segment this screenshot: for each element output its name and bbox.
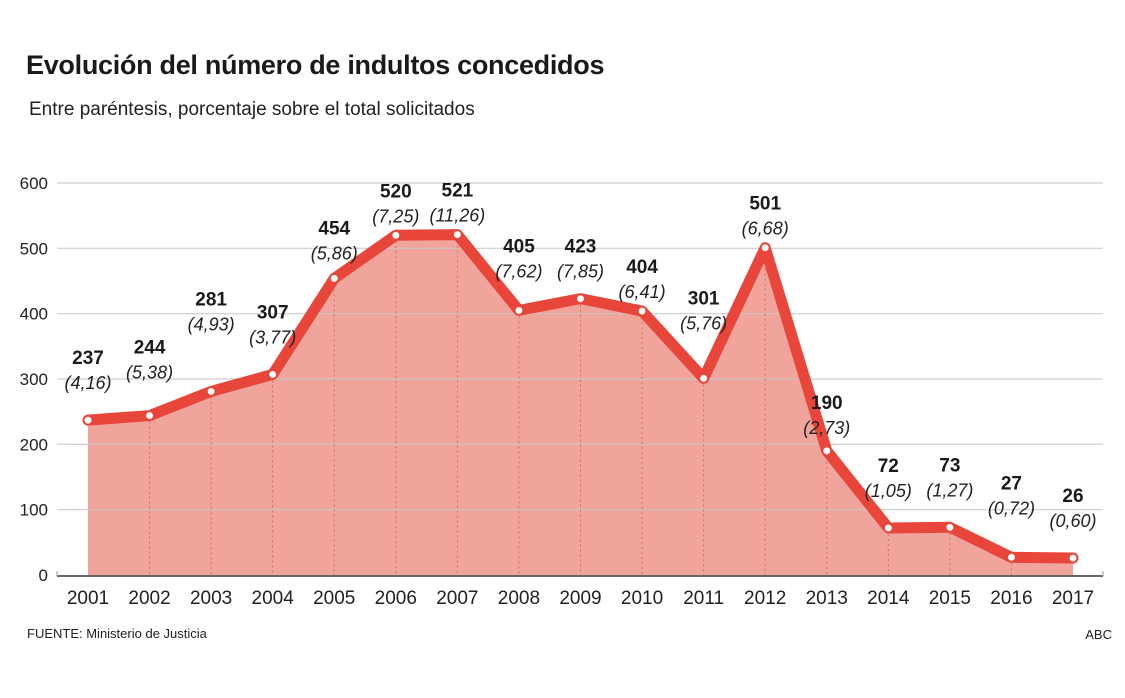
data-label-percent: (5,86) — [311, 243, 358, 263]
data-point — [637, 306, 648, 317]
data-label-percent: (3,77) — [249, 327, 296, 347]
data-label-value: 423 — [565, 237, 597, 258]
data-label-value: 281 — [195, 289, 227, 310]
x-tick-label: 2008 — [498, 588, 540, 609]
data-point — [760, 242, 771, 253]
data-label-percent: (4,16) — [64, 373, 111, 393]
x-tick-label: 2015 — [929, 588, 971, 609]
data-label-value: 190 — [811, 393, 843, 414]
data-label-value: 521 — [442, 181, 474, 202]
y-tick-label: 100 — [20, 501, 48, 520]
data-point — [883, 523, 894, 533]
data-label-value: 244 — [134, 338, 166, 359]
data-point — [206, 386, 217, 397]
x-tick-label: 2009 — [559, 588, 601, 609]
data-point — [390, 230, 401, 241]
data-label-percent: (6,68) — [742, 219, 789, 239]
data-label-percent: (2,73) — [803, 418, 850, 438]
y-tick-label: 600 — [20, 174, 48, 193]
data-label-value: 27 — [1001, 473, 1022, 494]
data-point — [1068, 553, 1078, 563]
x-tick-label: 2002 — [128, 588, 170, 609]
x-tick-label: 2011 — [683, 588, 724, 609]
data-label-percent: (1,05) — [865, 481, 912, 501]
source-note: FUENTE: Ministerio de Justicia — [27, 626, 207, 641]
data-point — [821, 445, 832, 456]
data-label-percent: (0,72) — [988, 498, 1035, 518]
data-label-value: 501 — [749, 194, 781, 215]
x-tick-label: 2001 — [67, 588, 109, 609]
axis-layer — [56, 571, 1104, 577]
data-label-percent: (5,38) — [126, 363, 173, 383]
x-tick-label: 2012 — [744, 588, 786, 609]
x-tick-label: 2013 — [806, 588, 848, 609]
credit-label: ABC — [1085, 627, 1112, 642]
data-label-value: 454 — [318, 218, 350, 239]
y-tick-label: 200 — [20, 435, 48, 454]
y-tick-label: 400 — [20, 305, 48, 324]
data-point — [452, 229, 463, 240]
data-point — [944, 522, 955, 533]
data-label-value: 237 — [72, 348, 104, 369]
x-tick-label: 2005 — [313, 588, 355, 609]
data-label-value: 307 — [257, 302, 289, 323]
x-tick-label: 2014 — [867, 588, 910, 609]
data-label-percent: (7,85) — [557, 262, 604, 282]
data-point — [144, 410, 155, 421]
y-tick-label: 500 — [20, 239, 48, 258]
data-label-value: 301 — [688, 288, 720, 309]
data-point — [698, 373, 709, 384]
data-label-value: 26 — [1062, 486, 1083, 507]
y-tick-label: 300 — [20, 370, 48, 389]
tick-layer: 0 100 200 300 400 500 600 2001 2002 2003 2004 2005 2… — [20, 174, 1095, 609]
data-point — [1006, 552, 1017, 563]
data-label-percent: (7,25) — [372, 206, 419, 226]
data-label-percent: (5,76) — [680, 313, 727, 333]
x-tick-label: 2010 — [621, 588, 663, 609]
data-point — [575, 293, 586, 304]
x-tick-label: 2006 — [375, 588, 417, 609]
point-layer — [83, 229, 1078, 563]
chart-title: Evolución del número de indultos concedi… — [26, 50, 605, 80]
x-tick-label: 2016 — [990, 588, 1032, 609]
data-label-percent: (4,93) — [188, 314, 235, 334]
data-label-value: 404 — [626, 257, 658, 278]
data-label-percent: (11,26) — [430, 206, 486, 226]
y-tick-label: 0 — [39, 566, 48, 585]
data-point — [83, 415, 93, 426]
data-label-value: 72 — [878, 456, 899, 477]
chart-subtitle: Entre paréntesis, porcentaje sobre el to… — [29, 99, 475, 120]
data-point — [267, 369, 278, 380]
x-tick-label: 2003 — [190, 588, 232, 609]
data-label-percent: (1,27) — [926, 480, 973, 500]
data-point — [513, 305, 524, 316]
data-label-percent: (7,62) — [495, 261, 542, 281]
data-point — [329, 273, 340, 284]
data-label-value: 405 — [503, 236, 535, 257]
data-label-percent: (6,41) — [619, 282, 666, 302]
x-tick-label: 2004 — [252, 588, 295, 609]
guide-layer — [149, 240, 1012, 575]
x-tick-label: 2007 — [436, 588, 478, 609]
data-label-percent: (0,60) — [1049, 511, 1096, 531]
data-label-value: 73 — [939, 455, 960, 476]
label-layer: 237 (4,16) 244 (5,38) 281 (4,93) 307 (3,77) 454 (… — [64, 181, 1096, 531]
data-label-value: 520 — [380, 181, 412, 202]
x-tick-label: 2017 — [1052, 588, 1094, 609]
